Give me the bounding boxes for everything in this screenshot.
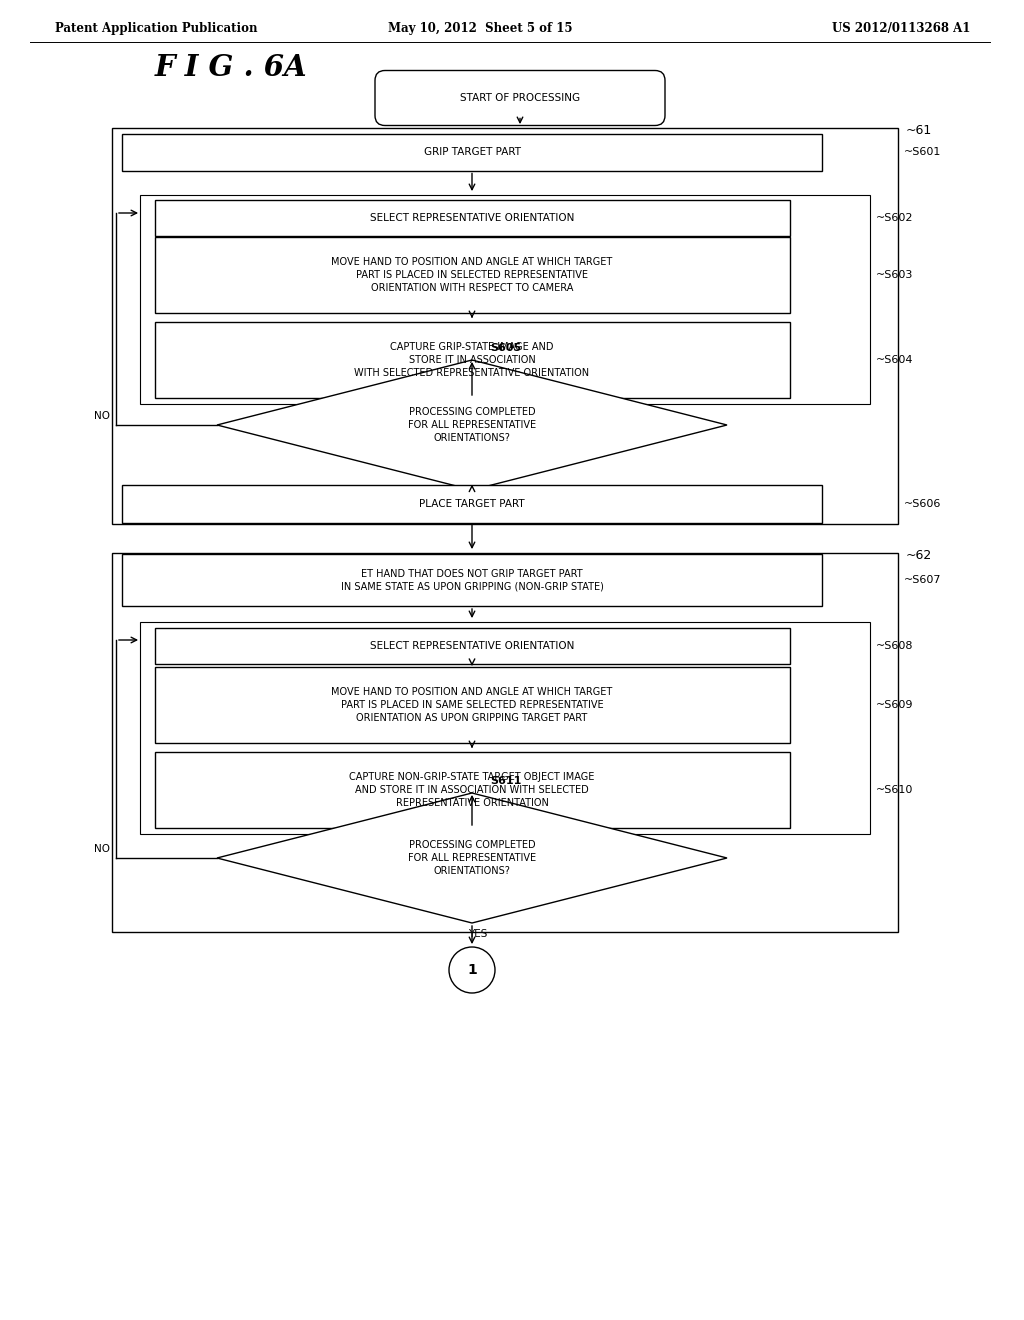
Text: May 10, 2012  Sheet 5 of 15: May 10, 2012 Sheet 5 of 15	[388, 22, 572, 36]
Text: START OF PROCESSING: START OF PROCESSING	[460, 92, 580, 103]
Text: 1: 1	[467, 964, 477, 977]
Text: ~62: ~62	[906, 549, 932, 562]
Polygon shape	[217, 793, 727, 923]
FancyBboxPatch shape	[155, 201, 790, 236]
FancyBboxPatch shape	[155, 667, 790, 743]
FancyBboxPatch shape	[155, 752, 790, 828]
Text: PROCESSING COMPLETED
FOR ALL REPRESENTATIVE
ORIENTATIONS?: PROCESSING COMPLETED FOR ALL REPRESENTAT…	[408, 841, 536, 875]
FancyBboxPatch shape	[155, 238, 790, 313]
FancyBboxPatch shape	[155, 628, 790, 664]
Text: ~S608: ~S608	[876, 642, 913, 651]
Text: GRIP TARGET PART: GRIP TARGET PART	[424, 147, 520, 157]
Text: PROCESSING COMPLETED
FOR ALL REPRESENTATIVE
ORIENTATIONS?: PROCESSING COMPLETED FOR ALL REPRESENTAT…	[408, 407, 536, 442]
Text: ~S607: ~S607	[904, 576, 941, 585]
Text: F I G . 6A: F I G . 6A	[155, 54, 307, 82]
FancyBboxPatch shape	[112, 128, 898, 524]
Text: YES: YES	[468, 498, 487, 508]
Text: ~61: ~61	[906, 124, 932, 137]
FancyBboxPatch shape	[112, 553, 898, 932]
Text: MOVE HAND TO POSITION AND ANGLE AT WHICH TARGET
PART IS PLACED IN SELECTED REPRE: MOVE HAND TO POSITION AND ANGLE AT WHICH…	[332, 257, 612, 293]
FancyBboxPatch shape	[375, 70, 665, 125]
Text: CAPTURE NON-GRIP-STATE TARGET OBJECT IMAGE
AND STORE IT IN ASSOCIATION WITH SELE: CAPTURE NON-GRIP-STATE TARGET OBJECT IMA…	[349, 772, 595, 808]
Text: CAPTURE GRIP-STATE IMAGE AND
STORE IT IN ASSOCIATION
WITH SELECTED REPRESENTATIV: CAPTURE GRIP-STATE IMAGE AND STORE IT IN…	[354, 342, 590, 378]
Text: ~S610: ~S610	[876, 785, 913, 795]
Text: PLACE TARGET PART: PLACE TARGET PART	[419, 499, 525, 510]
Text: SELECT REPRESENTATIVE ORIENTATION: SELECT REPRESENTATIVE ORIENTATION	[370, 642, 574, 651]
Text: ~S609: ~S609	[876, 700, 913, 710]
Text: Patent Application Publication: Patent Application Publication	[55, 22, 257, 36]
Circle shape	[449, 946, 495, 993]
Text: ~S604: ~S604	[876, 355, 913, 366]
Text: NO: NO	[94, 411, 110, 421]
Text: ~S603: ~S603	[876, 271, 913, 280]
FancyBboxPatch shape	[122, 133, 822, 170]
Text: ~S606: ~S606	[904, 499, 941, 510]
FancyBboxPatch shape	[140, 195, 870, 404]
Text: S605: S605	[490, 343, 521, 352]
Polygon shape	[217, 360, 727, 490]
FancyBboxPatch shape	[155, 322, 790, 399]
Text: MOVE HAND TO POSITION AND ANGLE AT WHICH TARGET
PART IS PLACED IN SAME SELECTED : MOVE HAND TO POSITION AND ANGLE AT WHICH…	[332, 688, 612, 723]
Text: NO: NO	[94, 843, 110, 854]
FancyBboxPatch shape	[122, 486, 822, 523]
Text: ~S601: ~S601	[904, 147, 941, 157]
Text: US 2012/0113268 A1: US 2012/0113268 A1	[831, 22, 970, 36]
Text: S611: S611	[490, 776, 521, 785]
Text: SELECT REPRESENTATIVE ORIENTATION: SELECT REPRESENTATIVE ORIENTATION	[370, 213, 574, 223]
Text: ~S602: ~S602	[876, 213, 913, 223]
Text: YES: YES	[468, 929, 487, 939]
Text: ET HAND THAT DOES NOT GRIP TARGET PART
IN SAME STATE AS UPON GRIPPING (NON-GRIP : ET HAND THAT DOES NOT GRIP TARGET PART I…	[341, 569, 603, 591]
FancyBboxPatch shape	[122, 554, 822, 606]
FancyBboxPatch shape	[140, 622, 870, 834]
